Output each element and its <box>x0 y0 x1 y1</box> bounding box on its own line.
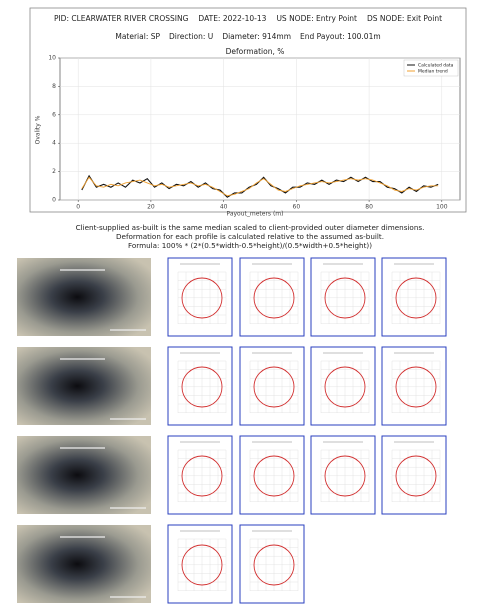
profile-circle <box>395 366 437 408</box>
profile-plot <box>167 435 233 515</box>
pid: PID: CLEARWATER RIVER CROSSING <box>54 14 189 23</box>
profile-plot <box>239 346 305 426</box>
note: Client-supplied as-built is the same med… <box>76 223 425 232</box>
profile-circle <box>181 366 223 408</box>
date: DATE: 2022-10-13 <box>198 14 266 23</box>
thumbnails <box>17 257 447 604</box>
y-tick-label: 6 <box>52 111 56 118</box>
profile-plot <box>239 435 305 515</box>
profile-plot <box>310 435 376 515</box>
direction: Direction: U <box>169 32 213 41</box>
profile-circle <box>324 455 366 497</box>
profile-circle <box>253 544 295 586</box>
profile-circle <box>253 277 295 319</box>
profile-circle <box>324 277 366 319</box>
y-tick-label: 8 <box>52 83 56 90</box>
note: Formula: 100% * (2*(0.5*width-0.5*height… <box>128 241 372 250</box>
profile-plot <box>381 435 447 515</box>
y-tick-label: 2 <box>52 168 56 175</box>
camera-image <box>17 258 151 336</box>
profile-plot <box>381 257 447 337</box>
profile-circle <box>181 455 223 497</box>
y-tick-label: 10 <box>48 55 56 62</box>
data-line <box>81 176 439 197</box>
x-tick-label: 80 <box>365 204 373 211</box>
legend-label: Calculated data <box>418 63 454 69</box>
chart-title: Deformation, % <box>226 47 285 56</box>
camera-image <box>17 525 151 603</box>
ds-node: DS NODE: Exit Point <box>367 14 442 23</box>
end-payout: End Payout: 100.01m <box>300 32 381 41</box>
profile-circle <box>253 366 295 408</box>
y-tick-label: 0 <box>52 197 56 204</box>
legend-box <box>403 59 459 77</box>
profile-plot <box>239 524 305 604</box>
camera-image <box>17 347 151 425</box>
profile-circle <box>395 277 437 319</box>
plot-area <box>59 57 461 201</box>
x-tick-label: 0 <box>76 204 80 211</box>
profile-plot <box>381 346 447 426</box>
y-tick-label: 4 <box>52 140 56 147</box>
legend-label: Median trend <box>418 69 448 75</box>
note: Deformation for each profile is calculat… <box>116 232 384 241</box>
x-axis-label: Payout_meters (m) <box>226 211 283 218</box>
profile-circle <box>181 544 223 586</box>
x-tick-label: 40 <box>220 204 228 211</box>
profile-circle <box>181 277 223 319</box>
x-tick-label: 100 <box>436 204 448 211</box>
camera-image <box>17 436 151 514</box>
profile-circle <box>395 455 437 497</box>
profile-plot <box>167 524 233 604</box>
x-tick-label: 60 <box>293 204 301 211</box>
profile-plot <box>167 257 233 337</box>
header-line: PID: CLEARWATER RIVER CROSSING DATE: 2022… <box>54 14 442 23</box>
y-axis-label: Ovality % <box>35 115 42 144</box>
profile-plot <box>239 257 305 337</box>
profile-plot <box>310 346 376 426</box>
profile-circle <box>253 455 295 497</box>
x-tick-label: 20 <box>147 204 155 211</box>
profile-circle <box>324 366 366 408</box>
profile-plot <box>167 346 233 426</box>
header-line: Material: SP Direction: U Diameter: 914mm E… <box>115 32 380 41</box>
diameter: Diameter: 914mm <box>222 32 291 41</box>
us-node: US NODE: Entry Point <box>276 14 357 23</box>
material: Material: SP <box>115 32 160 41</box>
profile-plot <box>310 257 376 337</box>
